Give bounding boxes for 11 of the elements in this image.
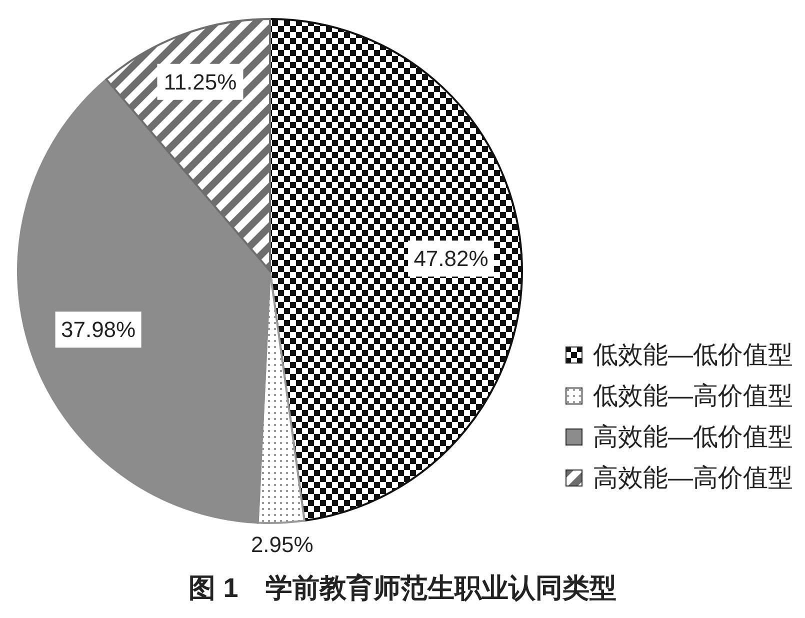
legend-label: 低效能—高价值型: [593, 381, 793, 412]
text: 图 1 学前教育师范生职业认同类型: [188, 572, 618, 605]
legend-label: 高效能—高价值型: [593, 463, 793, 494]
legend-label: 低效能—低价值型: [593, 340, 793, 371]
data-label: 2.95%: [250, 532, 314, 558]
data-label: 11.25%: [164, 69, 237, 94]
pie-slice: [269, 18, 523, 522]
data-label: 37.98%: [60, 317, 136, 342]
legend-label: 高效能—低价值型: [593, 422, 793, 453]
data-label: 47.82%: [414, 246, 488, 272]
pie-slice: [256, 270, 306, 524]
